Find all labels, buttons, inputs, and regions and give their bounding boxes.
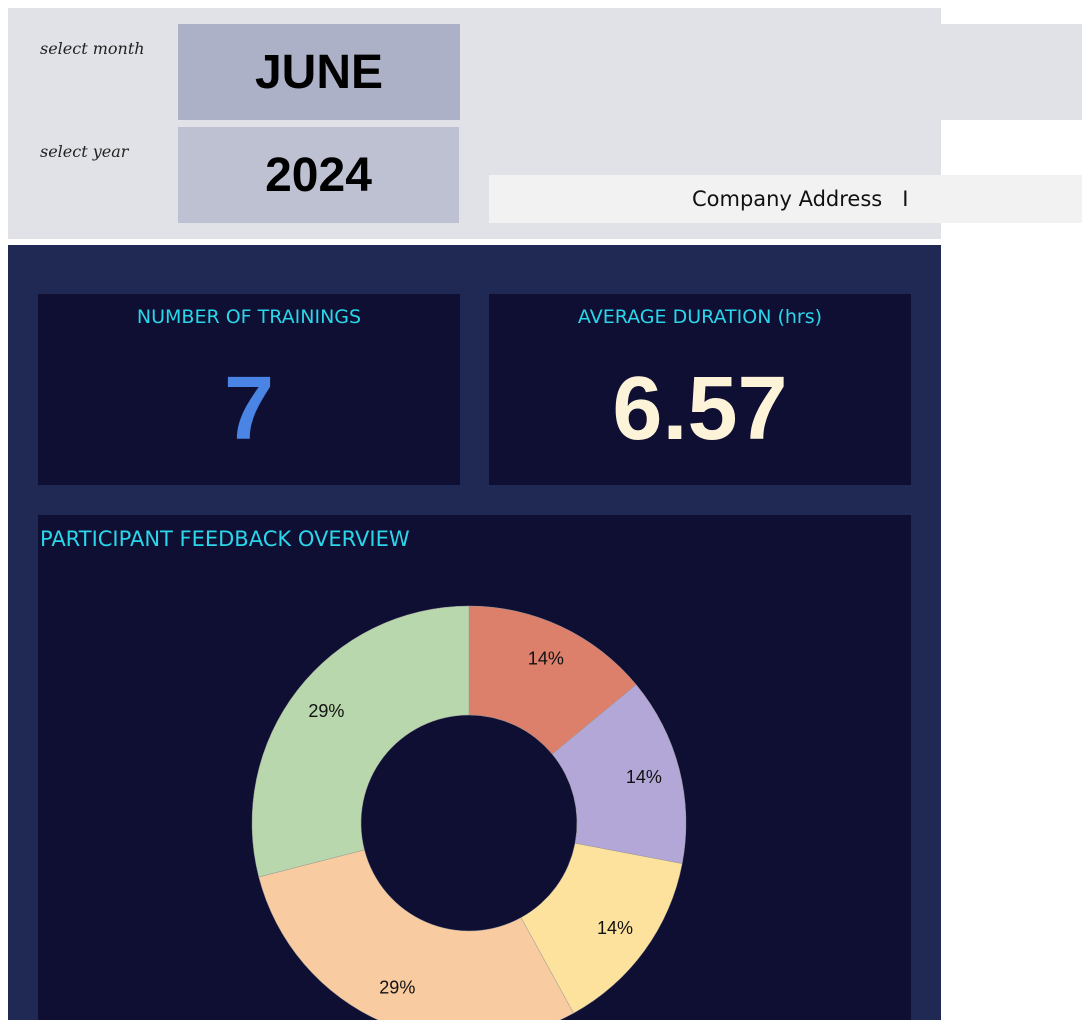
donut-slice-5 <box>251 605 470 878</box>
month-select-label: select month <box>40 39 145 58</box>
kpi-value-duration: 6.57 <box>612 359 788 459</box>
donut-slice-label-4: 29% <box>379 977 415 997</box>
year-select-label: select year <box>40 142 129 161</box>
donut-slice-label-5: 29% <box>308 701 344 721</box>
company-address: Company Address I <box>692 187 909 211</box>
chart-title: PARTICIPANT FEEDBACK OVERVIEW <box>40 527 410 551</box>
address-bar[interactable] <box>489 175 1082 223</box>
year-select[interactable]: 2024 <box>178 127 459 223</box>
feedback-donut-chart: 14% 14% 14% 29% 29% <box>251 605 687 1020</box>
kpi-title-duration: AVERAGE DURATION (hrs) <box>577 306 823 328</box>
feedback-chart-card: PARTICIPANT FEEDBACK OVERVIEW 14% 14% 14% 2… <box>38 515 911 1020</box>
donut-slice-2 <box>551 684 687 864</box>
kpi-card-duration: AVERAGE DURATION (hrs) 6.57 <box>489 294 911 485</box>
donut-slice-label-1: 14% <box>528 648 564 668</box>
kpi-value-trainings: 7 <box>223 359 275 459</box>
donut-slice-3 <box>520 842 683 1014</box>
kpi-title-trainings: NUMBER OF TRAININGS <box>136 306 362 328</box>
kpi-card-trainings: NUMBER OF TRAININGS 7 <box>38 294 460 485</box>
donut-slice-label-3: 14% <box>597 918 633 938</box>
donut-slice-1 <box>468 605 637 755</box>
donut-slice-4 <box>258 849 574 1020</box>
month-select[interactable]: JUNE <box>178 24 460 120</box>
donut-slice-label-2: 14% <box>626 767 662 787</box>
header-strip <box>941 24 1082 120</box>
